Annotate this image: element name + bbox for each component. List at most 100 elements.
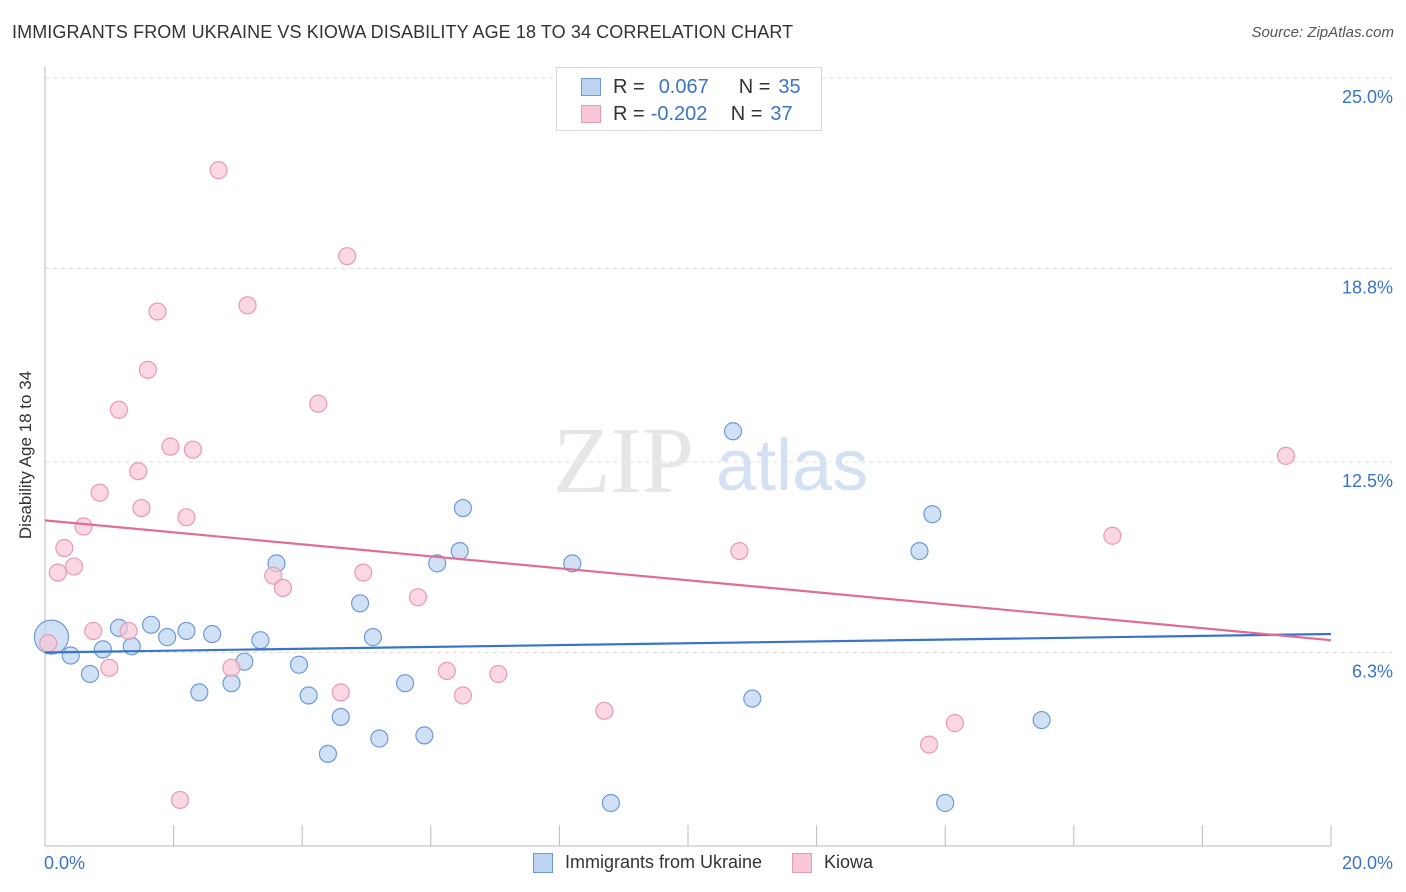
data-point: [453, 686, 473, 705]
r-value: -0.202: [650, 102, 708, 125]
data-point: [743, 689, 762, 708]
trend-lines: [44, 519, 1332, 654]
data-point: [222, 658, 241, 677]
data-point: [119, 621, 138, 641]
y-tick-label: 25.0%: [1342, 87, 1393, 107]
data-point: [936, 793, 955, 813]
data-point: [415, 726, 434, 745]
legend-label-kiowa: Kiowa: [824, 852, 874, 872]
watermark-zip: ZIP: [553, 409, 694, 513]
data-point: [338, 247, 357, 266]
watermark-atlas: atlas: [716, 426, 868, 506]
data-point: [354, 563, 373, 582]
stats-row-ukraine: R = 0.067 N = 35: [581, 76, 801, 98]
legend-swatch-ukraine: [532, 852, 553, 873]
watermark: ZIP atlas: [553, 409, 868, 513]
data-point: [428, 554, 447, 573]
data-point: [48, 563, 67, 582]
trend-line: [44, 632, 1332, 654]
data-point: [93, 640, 112, 659]
y-axis-label: Disability Age 18 to 34: [16, 370, 35, 540]
y-tick-label: 12.5%: [1342, 471, 1393, 491]
data-point: [129, 462, 148, 481]
data-point: [177, 508, 196, 527]
legend-swatch-ukraine: [581, 78, 601, 96]
data-point: [222, 674, 241, 693]
data-point: [138, 360, 157, 379]
r-value: 0.067: [658, 75, 709, 98]
x-tick-label: 20.0%: [1342, 853, 1393, 873]
data-point: [61, 646, 80, 665]
data-point: [370, 729, 389, 748]
chart-title: IMMIGRANTS FROM UKRAINE VS KIOWA DISABIL…: [12, 22, 794, 42]
data-point: [132, 498, 151, 518]
data-point: [331, 683, 350, 702]
data-point: [273, 578, 293, 598]
data-point: [148, 302, 167, 321]
tick-labels: 6.3% 12.5% 18.8% 25.0% 0.0% 20.0%: [44, 87, 1393, 873]
data-point: [923, 505, 942, 524]
data-point: [74, 517, 93, 536]
data-point: [1276, 446, 1296, 465]
data-point: [190, 683, 209, 702]
data-point: [289, 655, 309, 674]
data-point: [64, 557, 84, 576]
data-point: [453, 498, 473, 518]
legend-item-ukraine[interactable]: Immigrants from Ukraine: [532, 852, 762, 873]
data-point: [170, 790, 190, 810]
data-point: [109, 400, 129, 419]
data-point: [183, 440, 202, 459]
y-tick-label: 18.8%: [1342, 277, 1393, 297]
data-points: [33, 161, 1296, 813]
legend-label-ukraine: Immigrants from Ukraine: [564, 852, 762, 872]
data-point: [55, 538, 74, 558]
data-point: [331, 707, 350, 727]
data-point: [299, 686, 318, 705]
data-point: [318, 744, 338, 763]
y-tick-label: 6.3%: [1352, 661, 1393, 681]
data-point: [723, 422, 743, 441]
legend-swatch-kiowa: [792, 852, 812, 873]
data-point: [309, 394, 328, 413]
data-point: [595, 701, 614, 720]
data-point: [251, 631, 270, 650]
data-point: [350, 594, 370, 613]
data-point: [161, 437, 180, 456]
data-point: [39, 634, 58, 653]
data-point: [80, 664, 100, 684]
data-point: [177, 621, 196, 641]
trend-line: [44, 519, 1332, 642]
stats-row-kiowa: R = -0.202 N = 37: [581, 103, 793, 125]
legend-item-kiowa[interactable]: Kiowa: [792, 852, 873, 873]
gridlines: [45, 77, 1392, 653]
n-label: N =: [738, 75, 771, 98]
data-point: [910, 541, 929, 561]
data-point: [601, 793, 620, 813]
n-value: 35: [778, 75, 801, 98]
data-point: [920, 735, 939, 754]
data-point: [945, 714, 964, 733]
axes: [44, 67, 1332, 847]
data-point: [489, 664, 508, 684]
data-point: [408, 588, 428, 607]
data-point: [1032, 710, 1051, 730]
data-point: [90, 483, 109, 502]
data-point: [141, 615, 161, 634]
data-point: [264, 566, 283, 585]
data-point: [437, 661, 456, 680]
data-point: [203, 624, 222, 644]
data-point: [363, 628, 383, 647]
n-value: 37: [770, 102, 793, 125]
n-label: N =: [730, 102, 763, 125]
data-point: [563, 554, 582, 573]
data-point: [238, 296, 257, 315]
data-point: [730, 541, 749, 561]
data-point: [209, 161, 228, 180]
data-point: [100, 658, 119, 677]
r-label: R =: [613, 75, 645, 98]
data-point: [84, 621, 103, 641]
data-point: [1103, 526, 1122, 545]
data-point: [158, 628, 177, 647]
series-legend: Immigrants from Ukraine Kiowa: [0, 852, 1406, 873]
